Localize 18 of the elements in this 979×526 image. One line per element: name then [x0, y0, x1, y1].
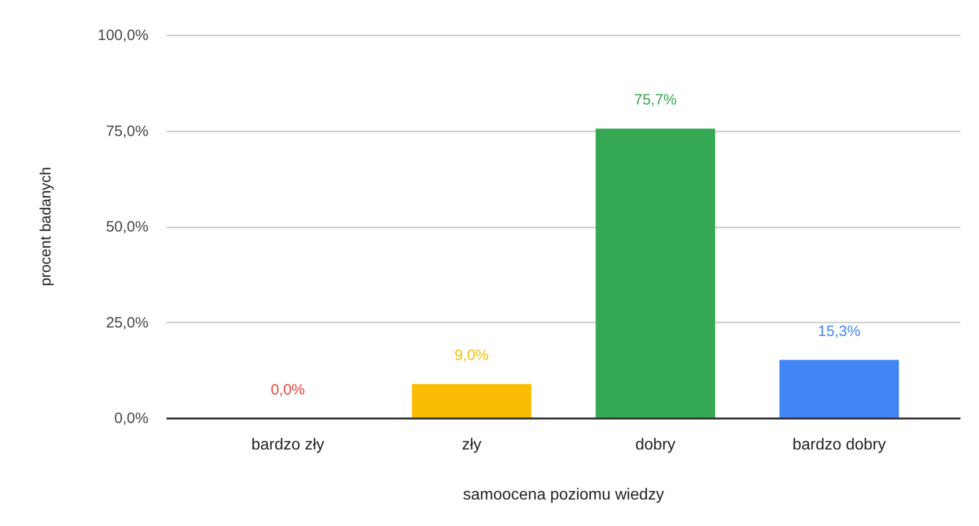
data-label: 15,3% [818, 322, 860, 340]
x-tick-label: zły [462, 436, 482, 454]
y-tick-label: 25,0% [106, 314, 149, 332]
y-tick-label: 100,0% [98, 27, 148, 44]
bar [596, 128, 716, 418]
y-tick-label: 50,0% [106, 218, 149, 236]
x-tick-label: bardzo dobry [792, 436, 886, 454]
y-tick-label: 75,0% [106, 122, 149, 140]
y-axis-title: procent badanych [38, 166, 55, 286]
bar [412, 384, 532, 418]
x-tick-label: dobry [635, 436, 676, 454]
x-axis-title: samoocena poziomu wiedzy [463, 486, 664, 504]
x-tick-label: bardzo zły [251, 436, 324, 454]
bar [779, 360, 899, 418]
y-tick-label: 0,0% [114, 410, 149, 427]
data-label: 9,0% [454, 347, 489, 364]
data-label: 0,0% [270, 382, 305, 398]
data-label: 75,7% [634, 92, 677, 109]
